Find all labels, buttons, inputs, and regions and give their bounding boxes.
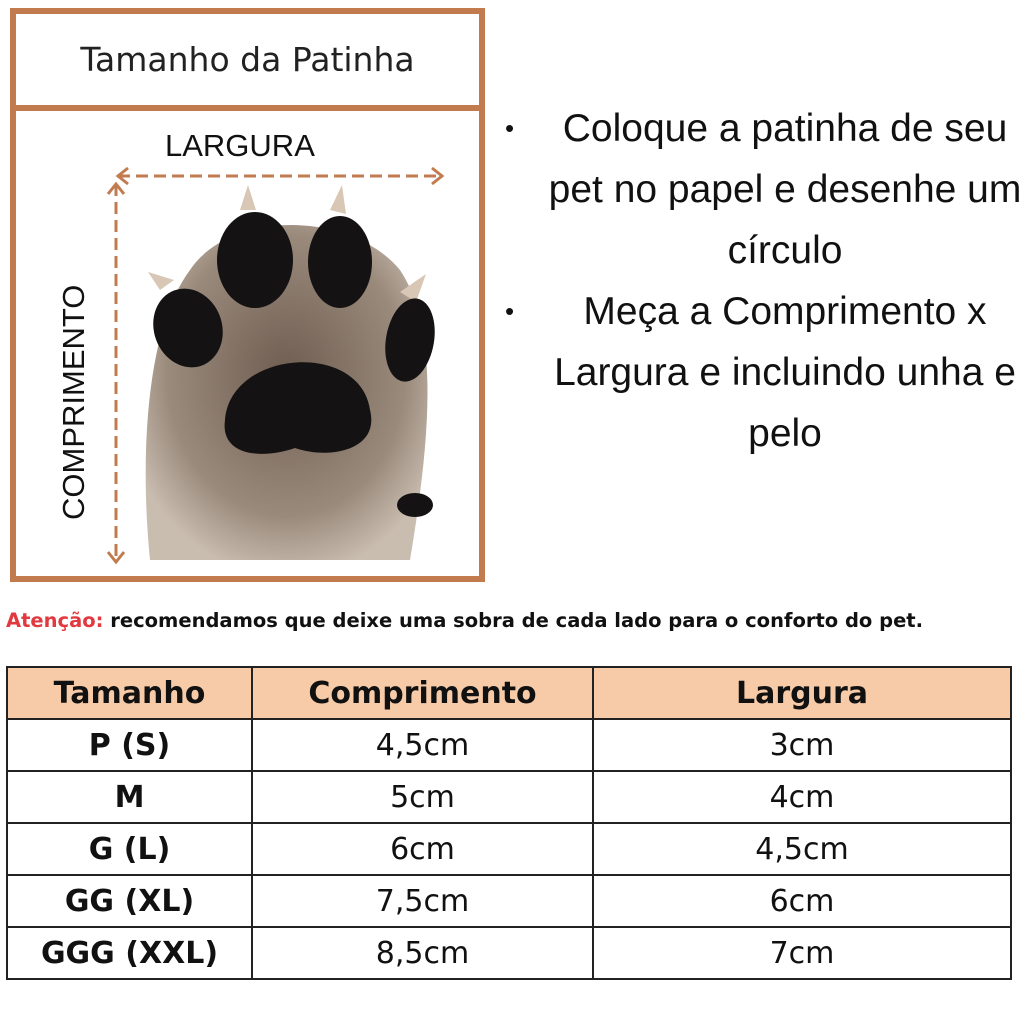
cell-width: 6cm (592, 874, 1012, 928)
instruction-item: • Meça a Comprimento x Largura e incluin… (505, 281, 1024, 464)
size-table: Tamanho Comprimento Largura P (S) 4,5cm 3c… (6, 666, 1012, 980)
cell-width: 4,5cm (592, 822, 1012, 876)
paw-photo (145, 185, 435, 560)
cell-width: 3cm (592, 718, 1012, 772)
cell-size: M (6, 770, 253, 824)
cell-size: G (L) (6, 822, 253, 876)
table-header-row: Tamanho Comprimento Largura (6, 666, 1012, 720)
cell-length: 6cm (251, 822, 594, 876)
diagram-title: Tamanho da Patinha (16, 14, 479, 111)
header-size: Tamanho (6, 666, 253, 720)
header-width: Largura (592, 666, 1012, 720)
table-row: GG (XL) 7,5cm 6cm (6, 874, 1012, 928)
attention-notice: Atenção: recomendamos que deixe uma sobr… (6, 609, 923, 632)
table-row: G (L) 6cm 4,5cm (6, 822, 1012, 876)
table-row: P (S) 4,5cm 3cm (6, 718, 1012, 772)
cell-width: 4cm (592, 770, 1012, 824)
cell-length: 5cm (251, 770, 594, 824)
notice-label: Atenção: (6, 609, 104, 632)
paw-size-diagram: Tamanho da Patinha (10, 8, 485, 582)
bullet-icon: • (505, 296, 515, 326)
table-row: M 5cm 4cm (6, 770, 1012, 824)
cell-size: GGG (XXL) (6, 926, 253, 980)
instruction-item: • Coloque a patinha de seu pet no papel … (505, 98, 1024, 281)
measurement-arrows (106, 166, 445, 565)
cell-size: P (S) (6, 718, 253, 772)
cell-width: 7cm (592, 926, 1012, 980)
cell-size: GG (XL) (6, 874, 253, 928)
notice-text: recomendamos que deixe uma sobra de cada… (103, 609, 924, 632)
table-row: GGG (XXL) 8,5cm 7cm (6, 926, 1012, 980)
cell-length: 8,5cm (251, 926, 594, 980)
bullet-icon: • (505, 113, 515, 143)
instructions-list: • Coloque a patinha de seu pet no papel … (505, 98, 1024, 464)
header-length: Comprimento (251, 666, 594, 720)
width-label: LARGURA (165, 128, 315, 163)
cell-length: 4,5cm (251, 718, 594, 772)
cell-length: 7,5cm (251, 874, 594, 928)
